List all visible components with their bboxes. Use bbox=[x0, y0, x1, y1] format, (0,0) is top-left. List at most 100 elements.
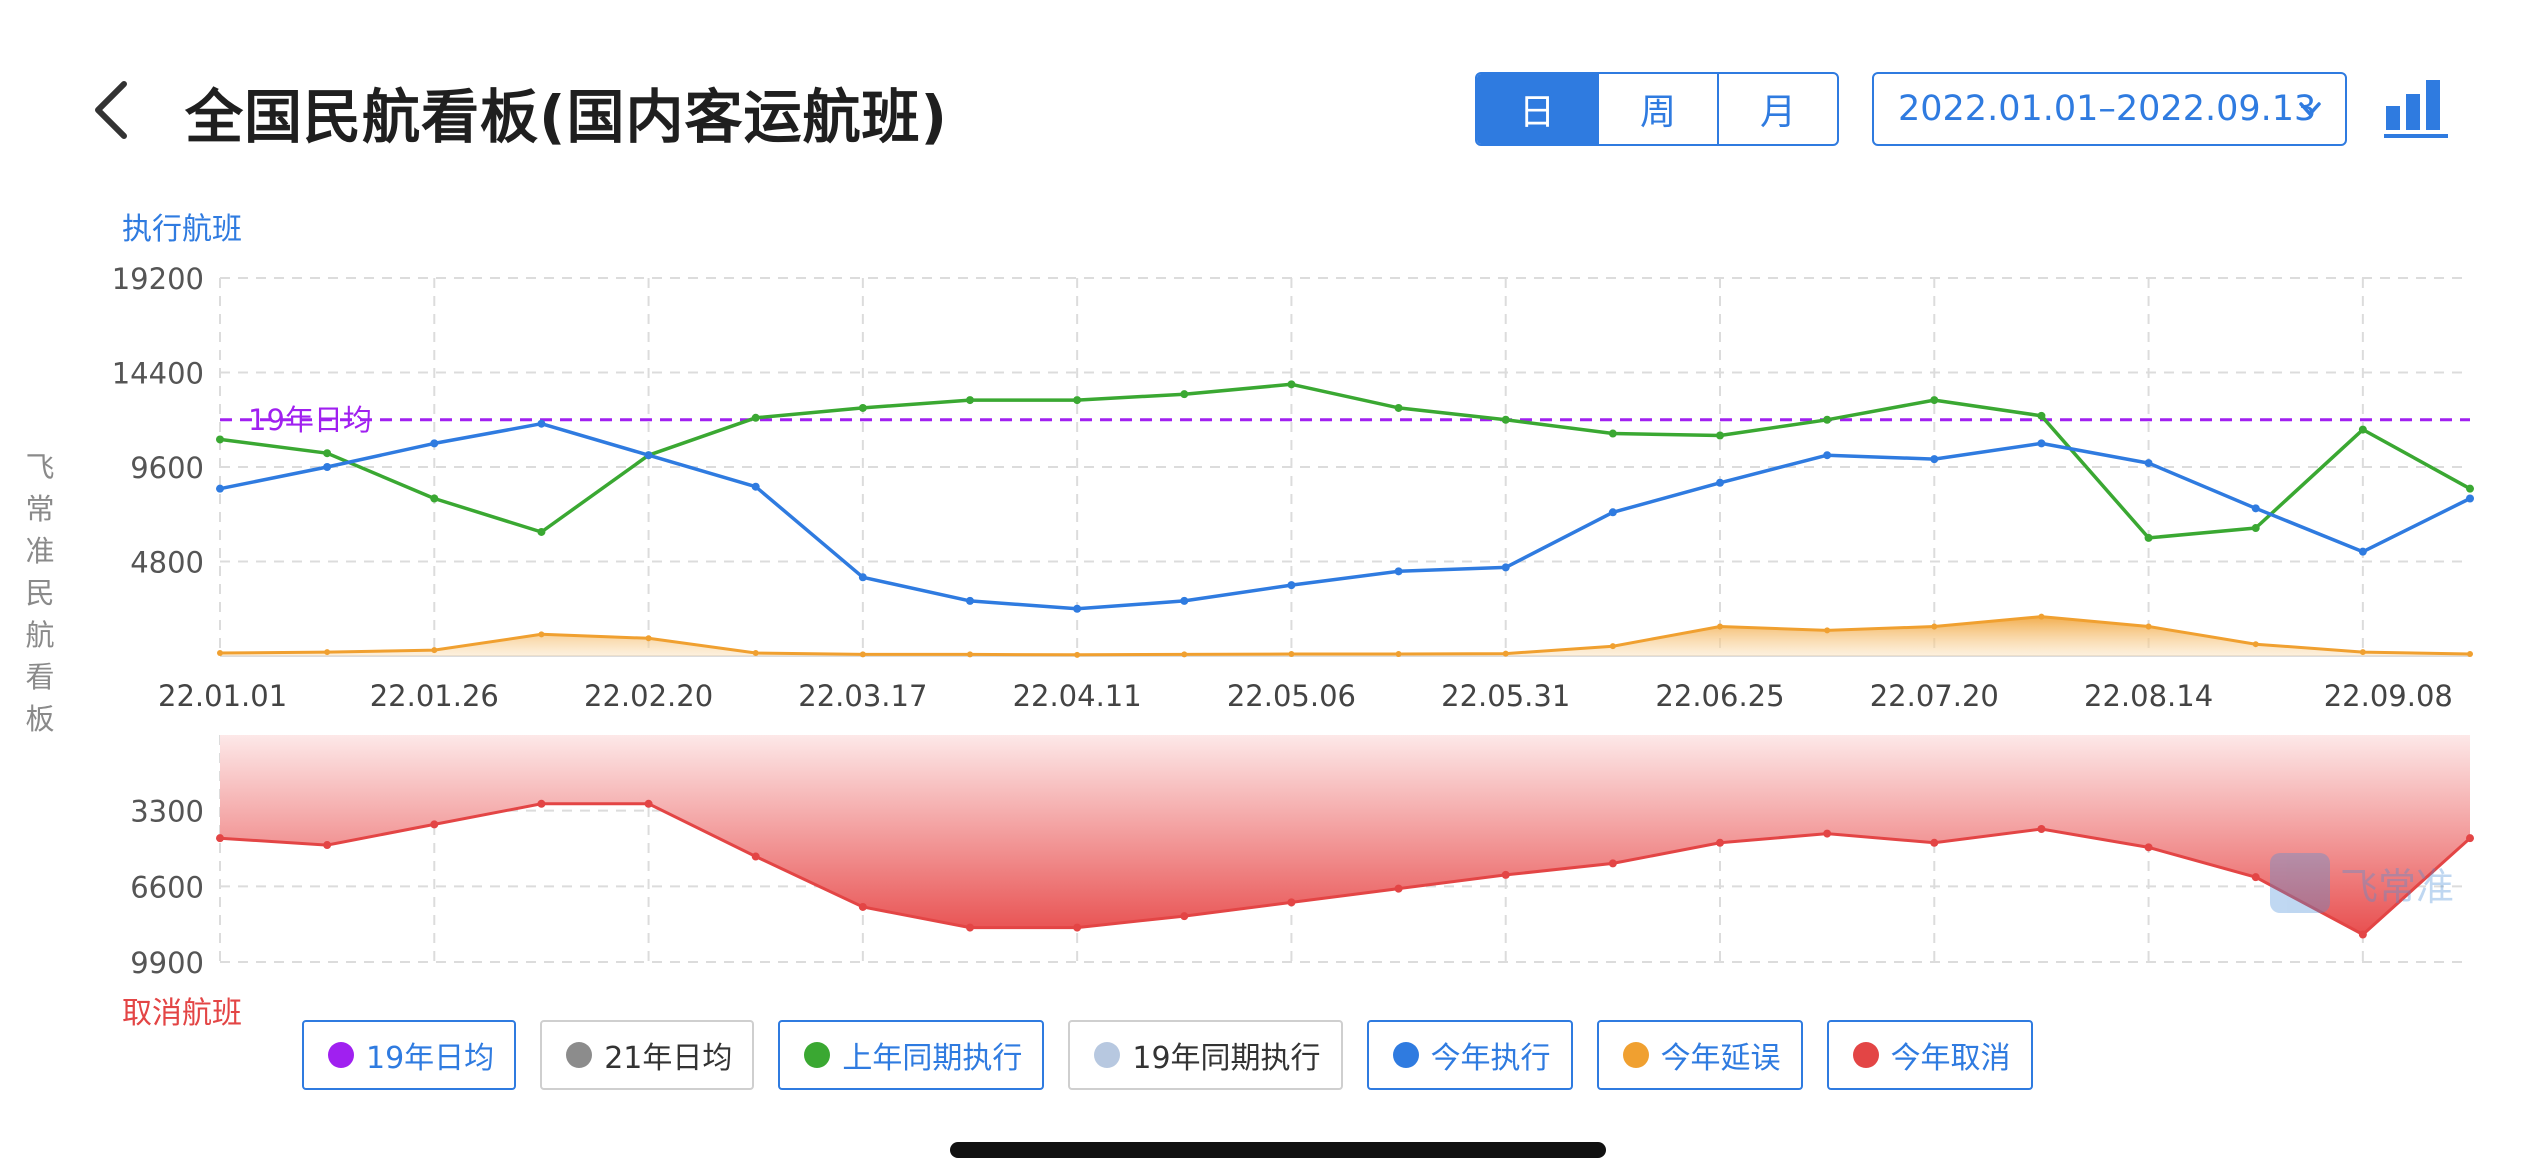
cancel-data-point bbox=[858, 902, 867, 911]
lastyear-data-point bbox=[1930, 396, 1939, 405]
lastyear-data-point bbox=[1287, 380, 1296, 389]
thisyear-data-point bbox=[430, 439, 439, 448]
legend-label: 今年延误 bbox=[1660, 1041, 1781, 1076]
delay-data-point bbox=[2038, 613, 2045, 620]
cancel-data-point bbox=[1501, 870, 1510, 879]
thisyear-data-point bbox=[216, 484, 224, 493]
legend-last-year[interactable]: 上年同期执行 bbox=[778, 1020, 1045, 1090]
cancel-data-point bbox=[1394, 884, 1403, 893]
bar-chart-icon bbox=[2384, 80, 2448, 138]
delay-data-point bbox=[859, 651, 866, 658]
home-indicator bbox=[950, 1142, 1606, 1158]
side-label-char: 航 bbox=[25, 618, 55, 652]
delay-data-point bbox=[967, 651, 973, 658]
cancel-data-point bbox=[644, 799, 653, 808]
lastyear-data-point bbox=[216, 435, 224, 444]
x-tick-label: 22.08.14 bbox=[2084, 679, 2213, 713]
lastyear-data-point bbox=[1823, 415, 1832, 424]
cancel-data-point bbox=[323, 841, 332, 850]
x-tick-label: 22.05.06 bbox=[1227, 679, 1356, 713]
lastyear-data-point bbox=[1716, 431, 1724, 440]
period-day-tab[interactable]: 日 bbox=[1477, 74, 1597, 144]
lastyear-data-point bbox=[537, 527, 546, 536]
x-tick-label: 22.09.08 bbox=[2324, 679, 2453, 713]
chevron-down-icon bbox=[2299, 102, 2321, 116]
y-tick-label: 14400 bbox=[112, 357, 204, 391]
thisyear-data-point bbox=[751, 482, 760, 491]
delay-area-fill bbox=[220, 616, 2470, 656]
y-tick-label: 9600 bbox=[130, 451, 204, 485]
legend-21-avg[interactable]: 21年日均 bbox=[540, 1020, 755, 1090]
delay-data-point bbox=[1181, 651, 1188, 658]
cancel-data-point bbox=[2037, 825, 2046, 834]
side-label: 飞常准民航看板 bbox=[20, 446, 60, 740]
cancel-data-point bbox=[430, 820, 439, 829]
lastyear-data-point bbox=[1180, 390, 1189, 399]
delay-data-point bbox=[324, 649, 331, 656]
lastyear-data-point bbox=[966, 396, 974, 405]
y-tick-label: 3300 bbox=[130, 795, 204, 829]
delay-data-point bbox=[431, 647, 438, 654]
lastyear-data-point bbox=[430, 494, 439, 503]
x-tick-label: 22.06.25 bbox=[1655, 679, 1784, 713]
delay-data-point bbox=[1931, 623, 1938, 630]
delay-data-point bbox=[2467, 651, 2473, 658]
cancel-data-point bbox=[1287, 898, 1296, 907]
lastyear-data-point bbox=[1073, 396, 1082, 405]
delay-data-point bbox=[1074, 651, 1081, 658]
thisyear-data-point bbox=[1394, 567, 1403, 576]
thisyear-series-line bbox=[219, 421, 2471, 611]
top-chart-grid bbox=[219, 277, 2470, 657]
legend-label: 今年执行 bbox=[1430, 1041, 1551, 1076]
date-range-dropdown[interactable]: 2022.01.01–2022.09.13 bbox=[1872, 72, 2347, 146]
legend-dot bbox=[566, 1042, 593, 1068]
thisyear-data-point bbox=[2358, 547, 2367, 556]
legend-label: 今年取消 bbox=[1890, 1041, 2011, 1076]
lastyear-data-point bbox=[2358, 425, 2367, 434]
watermark-logo bbox=[2270, 853, 2330, 913]
thisyear-data-point bbox=[1501, 563, 1510, 572]
cancel-data-point bbox=[216, 834, 224, 843]
y-tick-label: 19200 bbox=[112, 262, 204, 296]
chart-type-button[interactable] bbox=[2384, 76, 2450, 138]
cancel-data-point bbox=[2251, 873, 2260, 882]
x-tick-label: 22.01.01 bbox=[158, 679, 287, 713]
legend-19-same-period[interactable]: 19年同期执行 bbox=[1068, 1020, 1343, 1090]
lastyear-data-point bbox=[1501, 415, 1510, 424]
period-month-tab[interactable]: 月 bbox=[1717, 74, 1837, 144]
legend-label: 上年同期执行 bbox=[842, 1041, 1023, 1076]
delay-data-point bbox=[217, 650, 223, 657]
delay-data-point bbox=[1288, 651, 1295, 658]
y-tick-label: 4800 bbox=[130, 546, 204, 580]
side-label-char: 看 bbox=[25, 660, 55, 694]
cancel-area-series bbox=[216, 735, 2474, 939]
page-title: 全国民航看板(国内客运航班) bbox=[185, 83, 949, 151]
period-week-tab[interactable]: 周 bbox=[1597, 74, 1717, 144]
thisyear-data-point bbox=[323, 463, 332, 471]
back-button[interactable] bbox=[84, 78, 140, 142]
legend-dot bbox=[1852, 1042, 1879, 1068]
legend-19-avg[interactable]: 19年日均 bbox=[302, 1020, 517, 1090]
delay-data-point bbox=[1824, 627, 1831, 634]
cancel-data-point bbox=[2358, 930, 2367, 939]
side-label-char: 板 bbox=[25, 702, 55, 736]
lastyear-series-line bbox=[219, 382, 2471, 540]
legend-delay[interactable]: 今年延误 bbox=[1596, 1020, 1803, 1090]
cancel-data-point bbox=[1823, 829, 1832, 838]
legend-this-year[interactable]: 今年执行 bbox=[1366, 1020, 1573, 1090]
delay-data-point bbox=[2145, 623, 2152, 630]
cancel-data-point bbox=[1073, 923, 1082, 932]
thisyear-data-point bbox=[2251, 504, 2260, 513]
thisyear-data-point bbox=[966, 596, 974, 605]
cancel-data-point bbox=[1180, 912, 1189, 921]
watermark-text: 飞常准 bbox=[2340, 864, 2455, 909]
thisyear-data-point bbox=[1073, 604, 1082, 613]
lastyear-data-point bbox=[2144, 533, 2153, 542]
x-tick-label: 22.01.26 bbox=[370, 679, 499, 713]
thisyear-data-point bbox=[858, 573, 867, 582]
cancel-area-fill bbox=[220, 735, 2470, 935]
thisyear-data-point bbox=[1823, 451, 1832, 460]
legend-cancel[interactable]: 今年取消 bbox=[1826, 1020, 2033, 1090]
avg19-annotation: 19年日均 bbox=[248, 403, 372, 437]
